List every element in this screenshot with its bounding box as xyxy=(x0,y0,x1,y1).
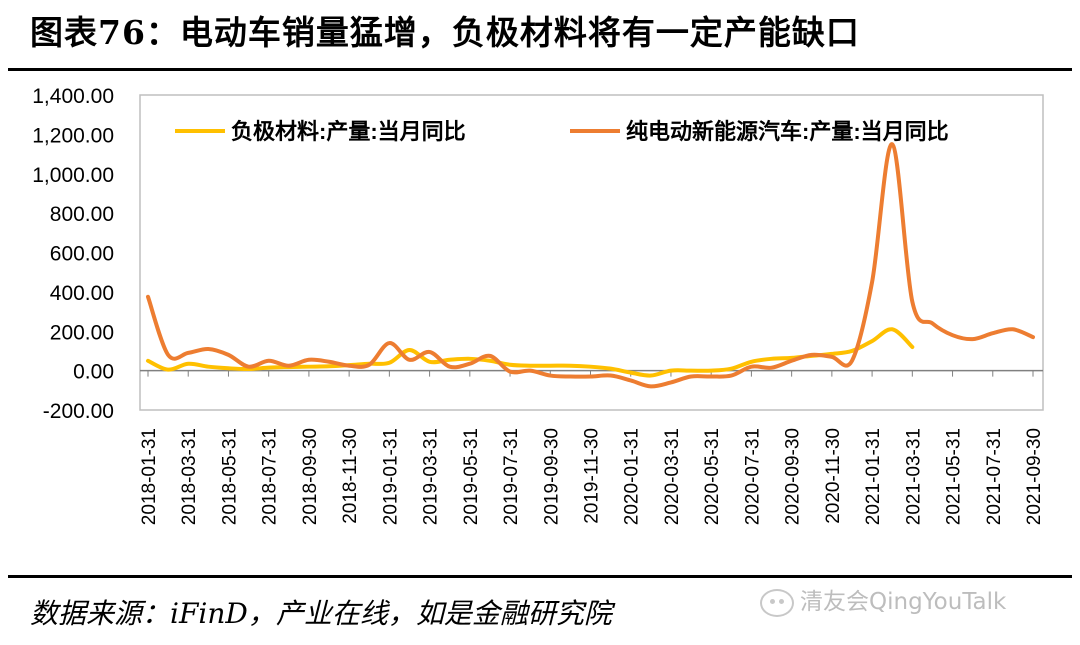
x-tick-label: 2018-01-31 xyxy=(139,428,160,525)
x-tick-label: 2021-05-31 xyxy=(944,428,965,525)
y-tick-label: 400.00 xyxy=(50,282,114,305)
line-chart: -200.00 0.00 200.00 400.00 600.00 800.00 1,000… xyxy=(32,85,1045,525)
series-line-bev-production xyxy=(146,142,1035,389)
figure-title: 图表76：电动车销量猛增，负极材料将有一定产能缺口 xyxy=(30,13,860,52)
y-tick-label: 1,400.00 xyxy=(32,85,114,108)
legend-label: 负极材料:产量:当月同比 xyxy=(231,119,466,144)
x-tick-label: 2021-03-31 xyxy=(903,428,924,525)
x-tick-label: 2019-09-30 xyxy=(541,428,562,525)
x-tick-label: 2021-07-31 xyxy=(984,428,1005,525)
y-tick-label: 0.00 xyxy=(73,361,114,384)
bottom-rule xyxy=(8,575,1072,578)
x-tick-label: 2021-01-31 xyxy=(863,428,884,525)
y-tick-label: 600.00 xyxy=(50,243,114,266)
watermark-text: 清友会QingYouTalk xyxy=(800,589,1007,615)
y-axis: -200.00 0.00 200.00 400.00 600.00 800.00 1,000… xyxy=(32,85,114,423)
series-line-anode-material xyxy=(146,327,915,378)
top-rule xyxy=(8,68,1072,71)
x-tick-label: 2019-05-31 xyxy=(461,428,482,525)
x-axis: 2018-01-31 2018-03-31 2018-05-31 2018-07-31… xyxy=(139,369,1045,525)
legend: 负极材料:产量:当月同比 纯电动新能源汽车:产量:当月同比 xyxy=(175,119,949,144)
source-note: 数据来源：iFinD，产业在线，如是金融研究院 xyxy=(30,597,612,630)
x-tick-label: 2019-03-31 xyxy=(421,428,442,525)
legend-label: 纯电动新能源汽车:产量:当月同比 xyxy=(626,119,949,144)
x-tick-label: 2021-09-30 xyxy=(1024,428,1045,525)
x-tick-label: 2018-05-31 xyxy=(219,428,240,525)
x-tick-label: 2020-07-31 xyxy=(742,428,763,525)
x-tick-label: 2020-11-30 xyxy=(823,428,844,524)
x-tick-label: 2018-11-30 xyxy=(340,428,361,524)
y-tick-label: -200.00 xyxy=(43,400,114,423)
x-tick-label: 2019-07-31 xyxy=(501,428,522,525)
x-tick-label: 2020-05-31 xyxy=(702,428,723,525)
x-tick-label: 2020-01-31 xyxy=(622,428,643,525)
y-tick-label: 800.00 xyxy=(50,203,114,226)
watermark: 清友会QingYouTalk xyxy=(760,582,1006,617)
x-tick-label: 2018-03-31 xyxy=(179,428,200,525)
x-tick-label: 2019-11-30 xyxy=(582,428,603,524)
x-tick-label: 2018-07-31 xyxy=(260,428,281,525)
y-tick-label: 200.00 xyxy=(50,321,114,344)
series-lines xyxy=(146,142,1035,389)
x-tick-label: 2018-09-30 xyxy=(300,428,321,525)
x-tick-label: 2020-09-30 xyxy=(783,428,804,525)
plot-frame xyxy=(139,94,1044,411)
wechat-icon xyxy=(760,588,794,617)
y-tick-label: 1,200.00 xyxy=(32,124,114,147)
y-tick-label: 1,000.00 xyxy=(32,164,114,187)
x-tick-label: 2019-01-31 xyxy=(380,428,401,525)
x-tick-label: 2020-03-31 xyxy=(662,428,683,525)
